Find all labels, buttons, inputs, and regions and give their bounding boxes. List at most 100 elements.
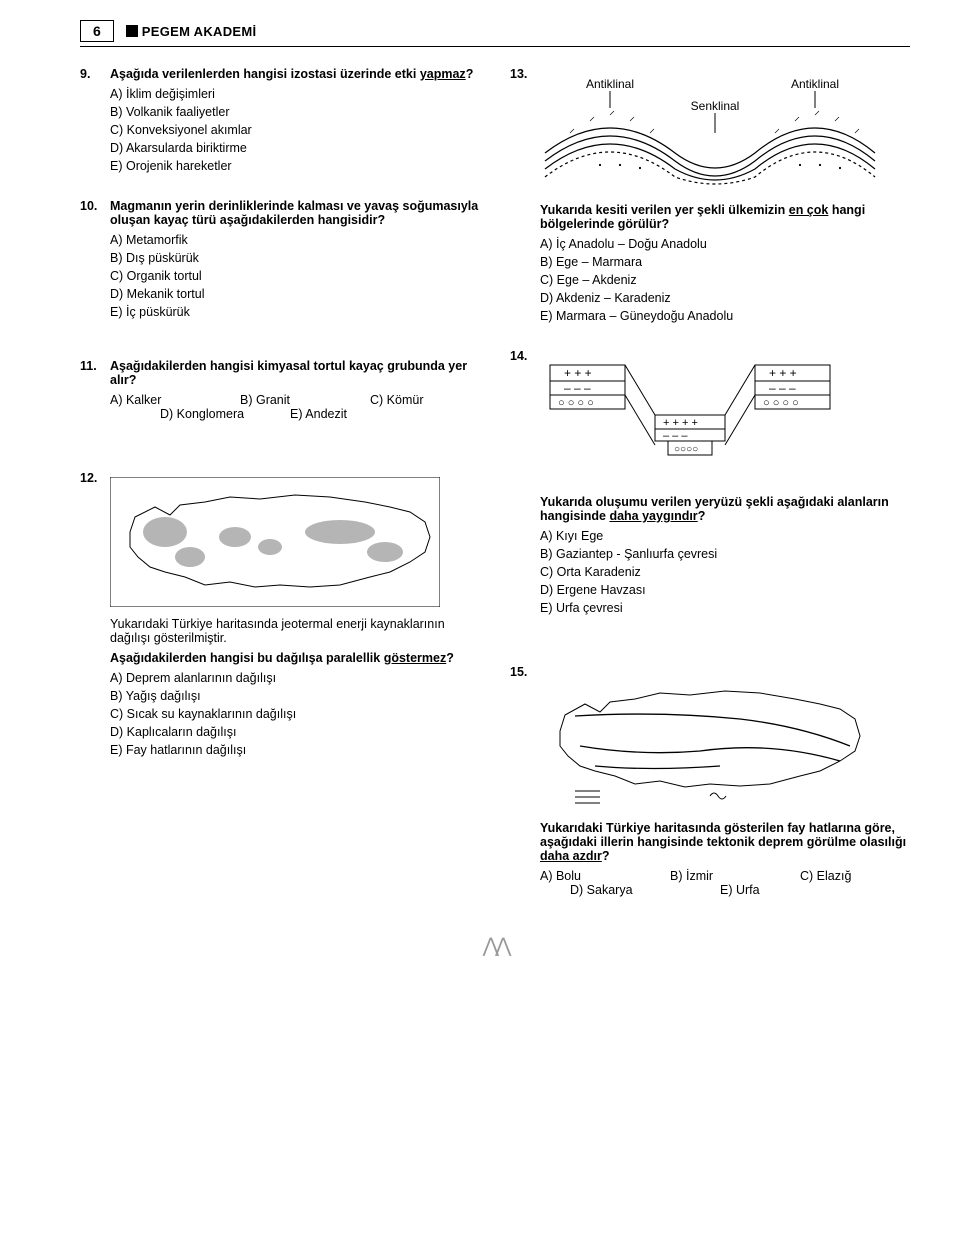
question-15: 15. bbox=[510, 665, 910, 897]
q9-under: yapmaz bbox=[420, 67, 466, 81]
q13-opt-e: E) Marmara – Güneydoğu Anadolu bbox=[540, 309, 910, 323]
q14-tail: ? bbox=[698, 509, 706, 523]
q9-opt-d: D) Akarsularda biriktirme bbox=[110, 141, 480, 155]
q11-options-row2: D) Konglomera E) Andezit bbox=[160, 407, 480, 421]
q13-body: Antiklinal Antiklinal Senklinal bbox=[540, 67, 910, 231]
q12-number: 12. bbox=[80, 471, 102, 665]
q14-body: + + + – – – + + + – – – bbox=[540, 349, 910, 523]
q10-opt-e: E) İç püskürük bbox=[110, 305, 480, 319]
q14-lead: Yukarıda oluşumu verilen yeryüzü şekli a… bbox=[540, 495, 889, 523]
q10-opt-d: D) Mekanik tortul bbox=[110, 287, 480, 301]
q15-tail: ? bbox=[602, 849, 610, 863]
turkey-map-geothermal bbox=[110, 477, 440, 607]
q11-opt-b: B) Granit bbox=[240, 393, 340, 407]
q12-under: göstermez bbox=[384, 651, 447, 665]
q9-tail: ? bbox=[466, 67, 474, 81]
q15-opt-a: A) Bolu bbox=[540, 869, 640, 883]
q10-number: 10. bbox=[80, 199, 102, 227]
q13-opt-b: B) Ege – Marmara bbox=[540, 255, 910, 269]
svg-text:+ + +: + + + bbox=[564, 366, 592, 380]
q15-question: Yukarıdaki Türkiye haritasında gösterile… bbox=[540, 821, 910, 863]
q9-opt-e: E) Orojenik hareketler bbox=[110, 159, 480, 173]
svg-text:– – –: – – – bbox=[663, 430, 688, 442]
q9-opt-b: B) Volkanik faaliyetler bbox=[110, 105, 480, 119]
right-column: 13. Antiklinal Antiklinal Senklinal bbox=[510, 67, 910, 923]
turkey-map-faults bbox=[540, 671, 880, 811]
q11-opt-d: D) Konglomera bbox=[160, 407, 260, 421]
q12-opt-a: A) Deprem alanlarının dağılışı bbox=[110, 671, 480, 685]
q12-opt-b: B) Yağış dağılışı bbox=[110, 689, 480, 703]
q12-opt-d: D) Kaplıcaların dağılışı bbox=[110, 725, 480, 739]
left-column: 9. Aşağıda verilenlerden hangisi izostas… bbox=[80, 67, 480, 923]
page-header: 6 PEGEM AKADEMİ bbox=[80, 20, 910, 47]
q10-opt-c: C) Organik tortul bbox=[110, 269, 480, 283]
q13-under: en çok bbox=[789, 203, 829, 217]
q14-under: daha yaygındır bbox=[609, 509, 697, 523]
q15-body: Yukarıdaki Türkiye haritasında gösterile… bbox=[540, 665, 910, 863]
label-antiklinal-1: Antiklinal bbox=[586, 77, 634, 91]
q9-text: Aşağıda verilenlerden hangisi izostasi ü… bbox=[110, 67, 480, 81]
q15-opt-e: E) Urfa bbox=[720, 883, 820, 897]
q11-number: 11. bbox=[80, 359, 102, 387]
fold-diagram: Antiklinal Antiklinal Senklinal bbox=[540, 73, 880, 193]
q12-tail: ? bbox=[446, 651, 454, 665]
q11-opt-e: E) Andezit bbox=[290, 407, 390, 421]
q11-text: Aşağıdakilerden hangisi kimyasal tortul … bbox=[110, 359, 480, 387]
q15-under: daha azdır bbox=[540, 849, 602, 863]
brand-icon bbox=[126, 25, 138, 37]
svg-text:– – –: – – – bbox=[769, 381, 796, 395]
q10-opt-a: A) Metamorfik bbox=[110, 233, 480, 247]
q9-lead: Aşağıda verilenlerden hangisi izostasi ü… bbox=[110, 67, 420, 81]
q13-opt-d: D) Akdeniz – Karadeniz bbox=[540, 291, 910, 305]
q13-opt-a: A) İç Anadolu – Doğu Anadolu bbox=[540, 237, 910, 251]
svg-text:○ ○ ○ ○: ○ ○ ○ ○ bbox=[763, 397, 799, 409]
brand-label: PEGEM AKADEMİ bbox=[126, 24, 257, 39]
footer-ornament-icon: ⋀⋀ bbox=[80, 933, 910, 958]
q13-question: Yukarıda kesiti verilen yer şekli ülkemi… bbox=[540, 203, 910, 231]
q12-lead: Aşağıdakilerden hangisi bu dağılışa para… bbox=[110, 651, 384, 665]
q14-opt-b: B) Gaziantep - Şanlıurfa çevresi bbox=[540, 547, 910, 561]
q14-question: Yukarıda oluşumu verilen yeryüzü şekli a… bbox=[540, 495, 910, 523]
q12-question: Aşağıdakilerden hangisi bu dağılışa para… bbox=[110, 651, 480, 665]
q13-lead: Yukarıda kesiti verilen yer şekli ülkemi… bbox=[540, 203, 789, 217]
q12-intro: Yukarıdaki Türkiye haritasında jeotermal… bbox=[110, 617, 480, 645]
question-12: 12. bbox=[80, 471, 480, 757]
q11-options-row1: A) Kalker B) Granit C) Kömür bbox=[110, 393, 480, 407]
label-antiklinal-2: Antiklinal bbox=[791, 77, 839, 91]
q9-opt-a: A) İklim değişimleri bbox=[110, 87, 480, 101]
q15-number: 15. bbox=[510, 665, 532, 863]
q14-opt-c: C) Orta Karadeniz bbox=[540, 565, 910, 579]
q9-opt-c: C) Konveksiyonel akımlar bbox=[110, 123, 480, 137]
q14-opt-a: A) Kıyı Ege bbox=[540, 529, 910, 543]
question-14: 14. + + + – – – + + bbox=[510, 349, 910, 615]
question-13: 13. Antiklinal Antiklinal Senklinal bbox=[510, 67, 910, 323]
svg-text:– – –: – – – bbox=[564, 381, 591, 395]
q13-number: 13. bbox=[510, 67, 532, 231]
q15-options-row1: A) Bolu B) İzmir C) Elazığ bbox=[540, 869, 910, 883]
svg-text:○○○○: ○○○○ bbox=[674, 444, 698, 455]
label-senklinal: Senklinal bbox=[691, 99, 740, 113]
q14-opt-e: E) Urfa çevresi bbox=[540, 601, 910, 615]
q12-opt-c: C) Sıcak su kaynaklarının dağılışı bbox=[110, 707, 480, 721]
page-number: 6 bbox=[80, 20, 114, 42]
q10-text: Magmanın yerin derinliklerinde kalması v… bbox=[110, 199, 480, 227]
q14-number: 14. bbox=[510, 349, 532, 523]
q15-opt-b: B) İzmir bbox=[670, 869, 770, 883]
q15-opt-d: D) Sakarya bbox=[570, 883, 670, 897]
question-10: 10. Magmanın yerin derinliklerinde kalma… bbox=[80, 199, 480, 319]
q11-opt-c: C) Kömür bbox=[370, 393, 470, 407]
q15-options-row2: D) Sakarya E) Urfa bbox=[570, 883, 910, 897]
q10-opt-b: B) Dış püskürük bbox=[110, 251, 480, 265]
question-11: 11. Aşağıdakilerden hangisi kimyasal tor… bbox=[80, 359, 480, 421]
brand-text: PEGEM AKADEMİ bbox=[142, 24, 257, 39]
q9-number: 9. bbox=[80, 67, 102, 81]
q15-lead: Yukarıdaki Türkiye haritasında gösterile… bbox=[540, 821, 906, 849]
q13-opt-c: C) Ege – Akdeniz bbox=[540, 273, 910, 287]
q12-body: Yukarıdaki Türkiye haritasında jeotermal… bbox=[110, 471, 480, 665]
svg-text:○ ○ ○ ○: ○ ○ ○ ○ bbox=[558, 397, 594, 409]
q14-opt-d: D) Ergene Havzası bbox=[540, 583, 910, 597]
question-9: 9. Aşağıda verilenlerden hangisi izostas… bbox=[80, 67, 480, 173]
q15-opt-c: C) Elazığ bbox=[800, 869, 900, 883]
svg-text:+ + +: + + + bbox=[769, 366, 797, 380]
graben-diagram: + + + – – – + + + – – – bbox=[540, 355, 840, 465]
